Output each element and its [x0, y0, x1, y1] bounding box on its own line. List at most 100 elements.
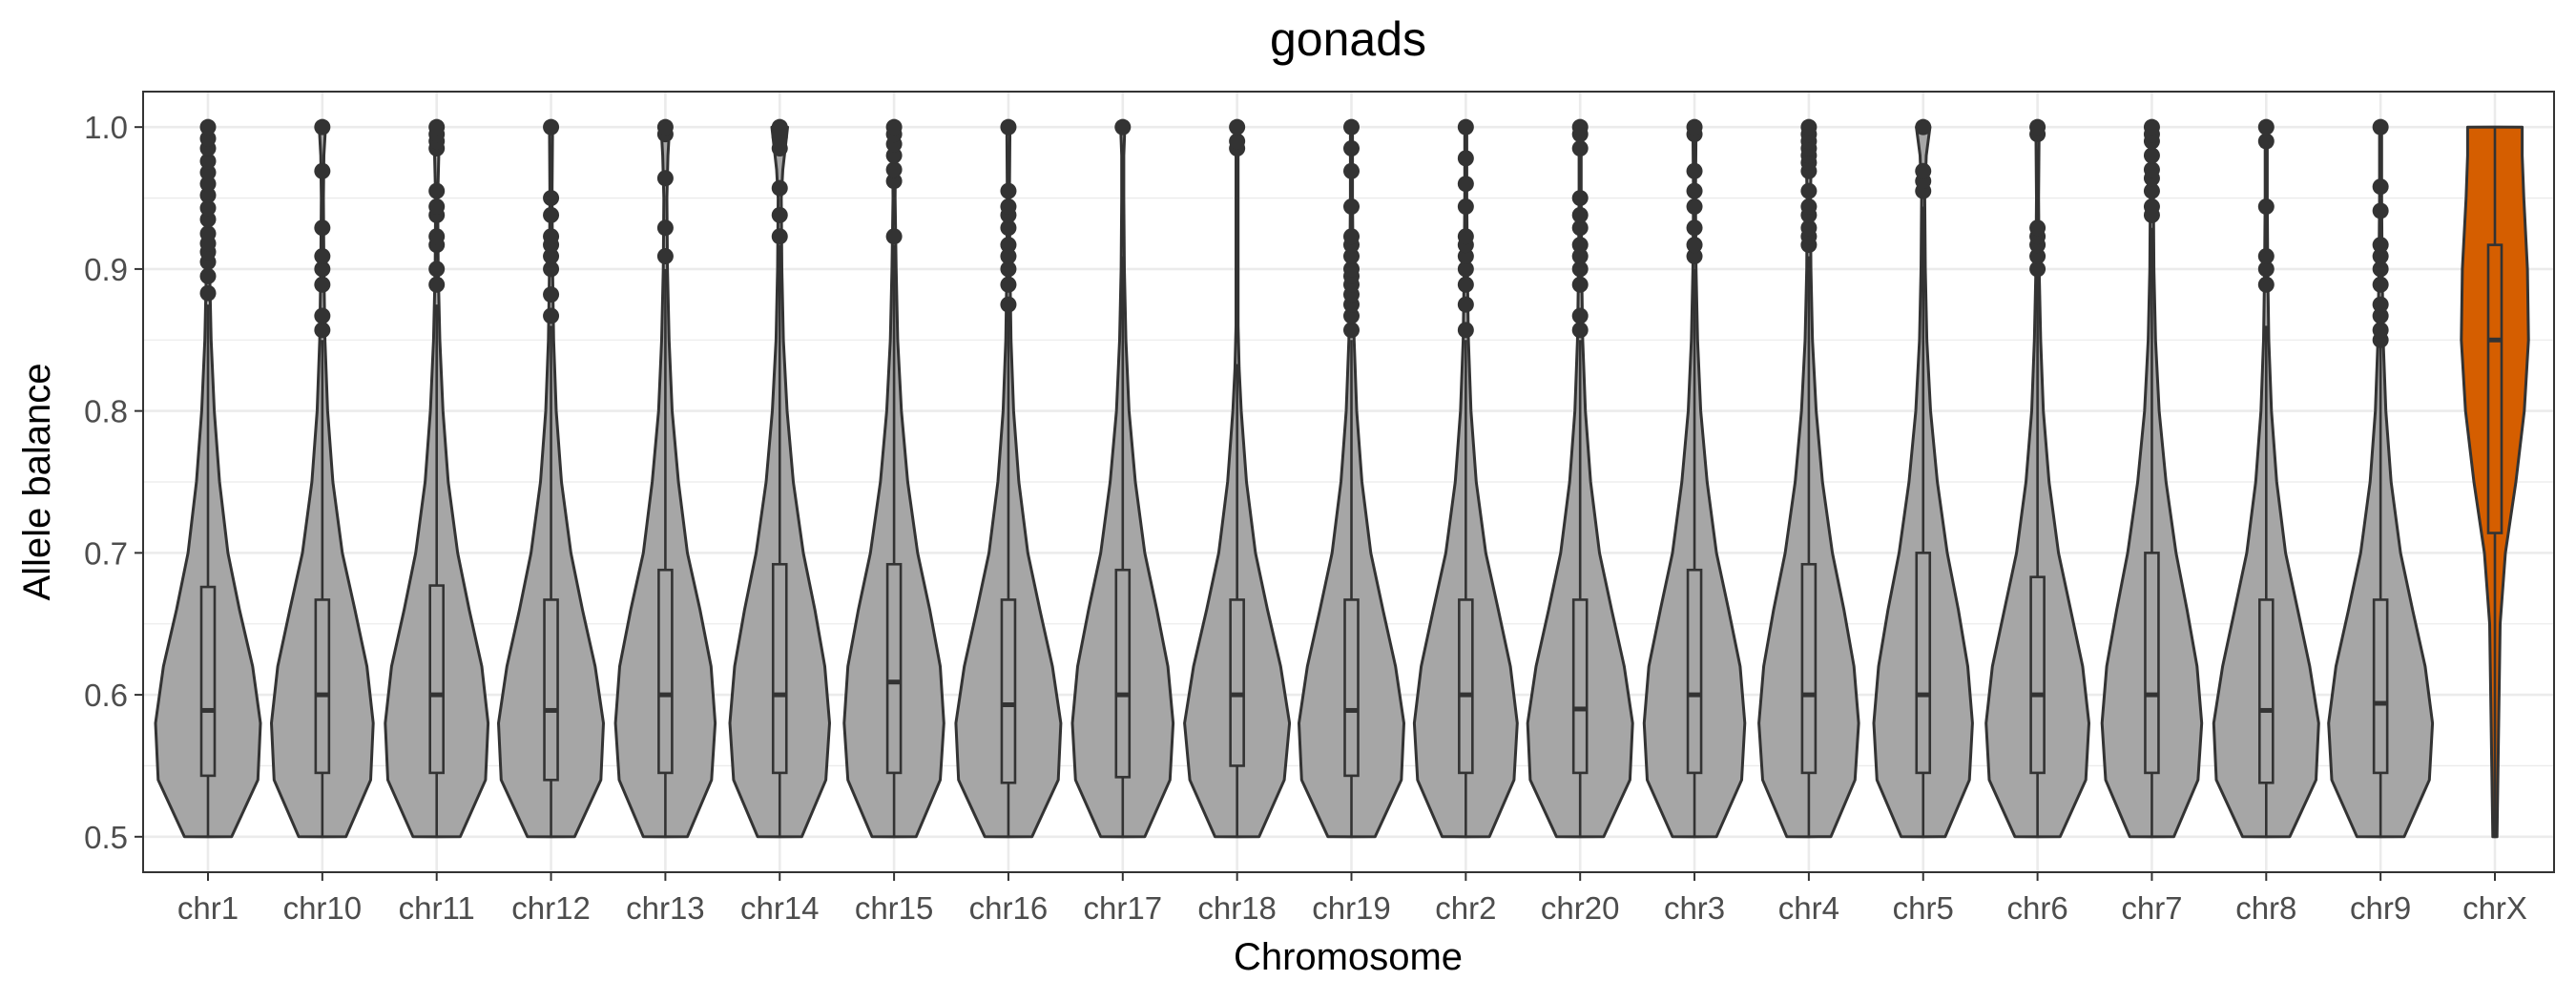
outlier-point: [2257, 133, 2275, 150]
outlier-point: [2372, 307, 2389, 324]
outlier-point: [1457, 118, 1474, 136]
outlier-point: [314, 276, 331, 293]
violin-chr17: [1070, 118, 1175, 839]
outlier-point: [199, 284, 217, 302]
outlier-point: [885, 173, 903, 190]
outlier-point: [314, 248, 331, 265]
outlier-point: [1686, 162, 1703, 179]
outlier-point: [543, 228, 560, 245]
box-iqr: [771, 562, 788, 775]
outlier-point: [314, 322, 331, 339]
outlier-point: [1343, 228, 1360, 245]
outlier-point: [1000, 296, 1017, 313]
outlier-point: [1571, 237, 1589, 254]
outlier-point: [314, 307, 331, 324]
box-iqr: [2144, 552, 2160, 775]
y-tick-label: 0.8: [84, 394, 128, 429]
x-tick-label: chr12: [511, 890, 591, 926]
x-tick-label: chr19: [1312, 890, 1391, 926]
outlier-point: [656, 170, 674, 187]
x-tick-label: chr18: [1197, 890, 1277, 926]
outlier-point: [199, 267, 217, 284]
outlier-point: [314, 261, 331, 278]
outlier-point: [1686, 182, 1703, 199]
outlier-point: [1000, 248, 1017, 265]
outlier-point: [1457, 296, 1474, 313]
outlier-point: [1800, 118, 1818, 136]
violin-chr19: [1298, 118, 1405, 839]
outlier-point: [1000, 219, 1017, 237]
outlier-point: [1229, 118, 1246, 136]
outlier-point: [1915, 118, 1932, 136]
outlier-point: [1343, 248, 1360, 265]
outlier-point: [1571, 206, 1589, 223]
violin-chr18: [1183, 118, 1292, 839]
outlier-point: [2257, 118, 2275, 136]
outlier-point: [428, 228, 446, 245]
x-tick-label: chr1: [177, 890, 239, 926]
outlier-point: [1571, 276, 1589, 293]
outlier-point: [1571, 118, 1589, 136]
x-axis: chr1 chr10 chr11 chr12 chr13 chr14 chr15 chr16 c…: [177, 872, 2527, 926]
outlier-point: [2257, 248, 2275, 265]
outlier-point: [771, 118, 788, 136]
x-tick-label: chr8: [2235, 890, 2296, 926]
outlier-point: [1571, 248, 1589, 265]
violin-chr8: [2212, 118, 2320, 839]
violin-chr14: [728, 118, 831, 839]
outlier-point: [656, 219, 674, 237]
box-iqr: [1343, 598, 1360, 778]
outlier-point: [656, 248, 674, 265]
outlier-point: [771, 228, 788, 245]
outlier-point: [2257, 261, 2275, 278]
box-iqr: [199, 585, 217, 778]
box-iqr: [1915, 552, 1932, 775]
violin-chr16: [954, 118, 1063, 839]
outlier-point: [543, 286, 560, 303]
outlier-point: [771, 179, 788, 197]
outlier-point: [2372, 276, 2389, 293]
outlier-point: [885, 118, 903, 136]
outlier-point: [1571, 139, 1589, 157]
outlier-point: [1686, 237, 1703, 254]
outlier-point: [1343, 322, 1360, 339]
outlier-point: [2029, 219, 2046, 237]
violin-chr10: [270, 118, 375, 839]
outlier-point: [885, 228, 903, 245]
outlier-point: [1343, 139, 1360, 157]
outlier-point: [2372, 202, 2389, 219]
outlier-point: [199, 118, 217, 136]
violin-chr4: [1757, 118, 1860, 839]
outlier-point: [199, 187, 217, 204]
outlier-point: [1571, 322, 1589, 339]
outlier-point: [199, 130, 217, 147]
outlier-point: [1229, 133, 1246, 150]
violin-chr2: [1412, 118, 1519, 839]
panel-border: [142, 91, 2555, 873]
outlier-point: [771, 206, 788, 223]
outlier-point: [2372, 248, 2389, 265]
outlier-point: [1915, 162, 1932, 179]
box-iqr: [543, 598, 559, 782]
y-axis: 0.5 0.6 0.7 0.8 0.9 1.0: [84, 110, 143, 855]
outlier-point: [1457, 248, 1474, 265]
outlier-point: [1343, 118, 1360, 136]
x-tick-label: chr10: [283, 890, 363, 926]
outlier-point: [1571, 261, 1589, 278]
outlier-point: [199, 199, 217, 217]
outlier-point: [2372, 322, 2389, 339]
outlier-point: [1800, 198, 1818, 215]
outlier-point: [1571, 219, 1589, 237]
violin-chr7: [2100, 118, 2204, 839]
x-tick-label: chr5: [1893, 890, 1954, 926]
violin-chr15: [842, 118, 945, 839]
outlier-point: [2143, 198, 2160, 215]
violin-chr13: [613, 118, 717, 839]
outlier-point: [199, 153, 217, 170]
box-iqr: [1114, 568, 1132, 779]
outlier-point: [199, 164, 217, 181]
box-iqr: [1800, 562, 1818, 775]
x-tick-label: chr11: [399, 890, 475, 926]
box-iqr: [2258, 598, 2275, 784]
box-iqr: [1686, 568, 1703, 775]
